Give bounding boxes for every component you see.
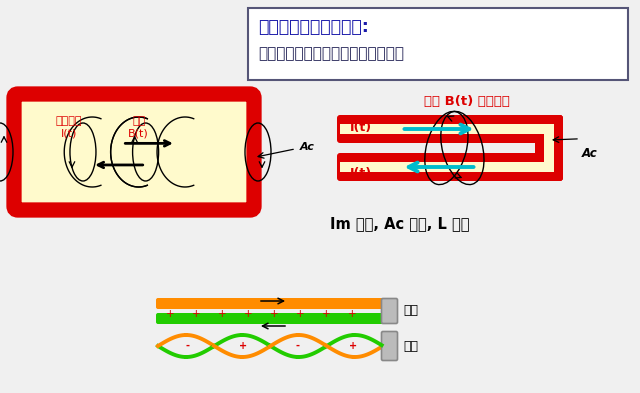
Text: +: +: [218, 309, 227, 319]
Text: -: -: [296, 341, 300, 351]
FancyBboxPatch shape: [14, 94, 254, 210]
Text: 电源步版基本要点之四:: 电源步版基本要点之四:: [258, 18, 369, 36]
Text: +: +: [269, 309, 278, 319]
Text: 磁场
B(t): 磁场 B(t): [128, 116, 149, 138]
Text: Ac: Ac: [300, 141, 315, 152]
Text: +: +: [349, 341, 357, 351]
Text: Im 不变, Ac 减小, L 减小: Im 不变, Ac 减小, L 减小: [330, 216, 470, 231]
Text: I(t): I(t): [350, 167, 372, 180]
FancyBboxPatch shape: [381, 332, 397, 360]
Text: +: +: [296, 309, 304, 319]
Text: +: +: [166, 309, 174, 319]
FancyBboxPatch shape: [156, 313, 385, 324]
FancyBboxPatch shape: [337, 153, 563, 181]
FancyBboxPatch shape: [535, 115, 563, 181]
Bar: [248, 8, 628, 80]
FancyBboxPatch shape: [337, 115, 563, 143]
Text: +: +: [322, 309, 330, 319]
Text: +: +: [192, 309, 200, 319]
FancyBboxPatch shape: [340, 124, 554, 134]
FancyBboxPatch shape: [381, 299, 397, 323]
Text: +: +: [244, 309, 252, 319]
Text: 高频交流环路的面积应该尽量减小。: 高频交流环路的面积应该尽量减小。: [258, 46, 404, 61]
FancyBboxPatch shape: [340, 162, 554, 172]
Text: 负载: 负载: [403, 340, 418, 353]
Text: 交流电流
I(t): 交流电流 I(t): [56, 116, 83, 138]
Text: 磁场 B(t) 互相抵销: 磁场 B(t) 互相抵销: [424, 95, 509, 108]
FancyBboxPatch shape: [156, 298, 385, 309]
Text: 负载: 负载: [403, 305, 418, 318]
Text: -: -: [186, 341, 190, 351]
Text: +: +: [348, 309, 356, 319]
Text: Ac: Ac: [582, 147, 598, 160]
FancyBboxPatch shape: [544, 124, 554, 172]
Text: +: +: [239, 341, 247, 351]
Text: I(t): I(t): [350, 121, 372, 134]
